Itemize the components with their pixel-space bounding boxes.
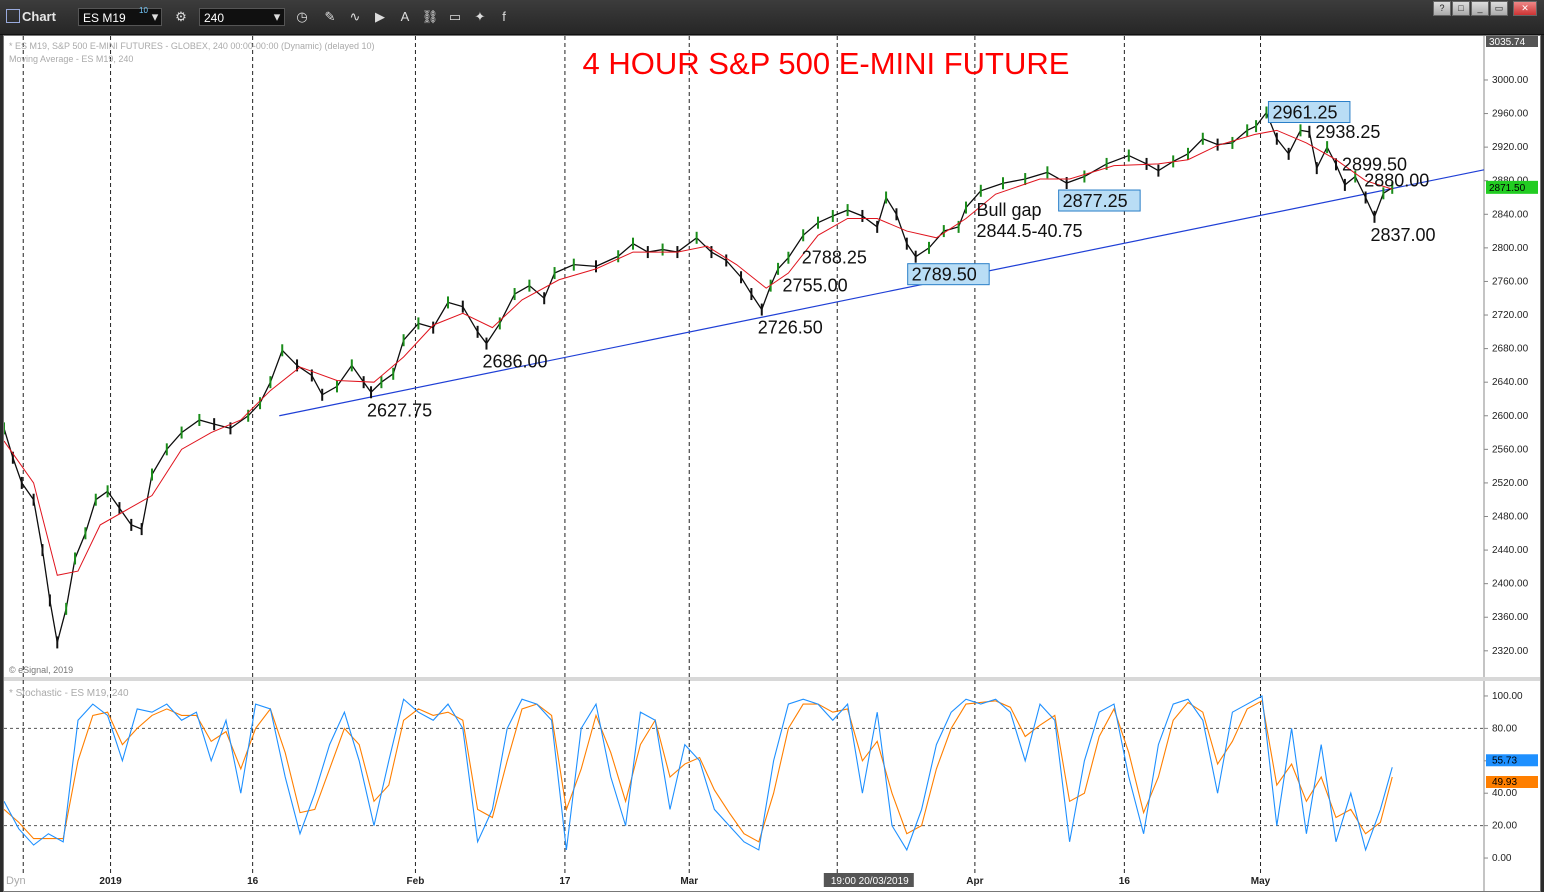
support-trendline	[279, 169, 1485, 417]
stochastic-tick-label: 40.00	[1492, 788, 1517, 799]
stochastic-k-label: 55.73	[1492, 755, 1517, 766]
x-axis-label: 16	[1119, 876, 1131, 887]
pencil-icon[interactable]: ✎	[324, 9, 336, 24]
annotation-label: 2880.00	[1364, 171, 1429, 191]
crosshair-time-label: 19:00 20/03/2019	[831, 876, 909, 887]
moving-average-info-line: Moving Average - ES M19, 240	[9, 54, 133, 64]
clock-icon[interactable]: ◷	[296, 9, 308, 24]
restore-button[interactable]: □	[1452, 1, 1470, 16]
close-button[interactable]: ✕	[1513, 1, 1537, 16]
stochastic-d-label: 49.93	[1492, 777, 1517, 788]
toolbar: Chart ES M19 10 ▾ ⚙ 240 ▾ ◷ ✎ ∿ ▶ A ⛓ ▭ …	[0, 0, 1544, 35]
annotation-box	[1058, 189, 1141, 212]
price-tick-label: 2960.00	[1492, 109, 1529, 120]
price-tick-label: 2720.00	[1492, 310, 1529, 321]
stochastic-d-box	[1486, 776, 1538, 788]
price-tick-label: 2600.00	[1492, 411, 1529, 422]
chat-icon[interactable]: ▭	[448, 9, 462, 24]
x-axis-label: 2019	[99, 876, 122, 887]
copyright: © eSignal, 2019	[9, 665, 73, 675]
stochastic-tick-label: 100.00	[1492, 691, 1523, 702]
dyn-label[interactable]: Dyn	[6, 875, 26, 887]
current-price-label: 2871.50	[1489, 183, 1526, 194]
annotation-label: 2788.25	[802, 248, 867, 268]
stochastic-d-line	[4, 699, 1393, 843]
moving-average-line	[4, 129, 1393, 576]
price-tick-label: 3000.00	[1492, 75, 1529, 86]
pane-separator[interactable]	[4, 677, 1540, 681]
price-tick-label: 2520.00	[1492, 478, 1529, 489]
maximize-button[interactable]: ▭	[1490, 1, 1508, 16]
play-icon[interactable]: ▶	[375, 9, 385, 24]
interval-input[interactable]: 240	[199, 8, 285, 26]
annotation-box	[907, 263, 990, 286]
help-button[interactable]: ?	[1433, 1, 1451, 16]
annotation-label: 2627.75	[367, 400, 432, 420]
x-axis-label: Apr	[966, 876, 983, 887]
annotation-label: 2726.50	[758, 318, 823, 338]
annotation-label: 2789.50	[912, 265, 977, 285]
price-tick-label: 2480.00	[1492, 512, 1529, 523]
annotation-label: 2961.25	[1272, 103, 1337, 123]
price-tick-label: 2440.00	[1492, 545, 1529, 556]
crosshair-time-box	[823, 873, 914, 887]
price-tick-label: 2360.00	[1492, 612, 1529, 623]
price-tick-label: 2640.00	[1492, 377, 1529, 388]
stochastic-tick-label: 20.00	[1492, 821, 1517, 832]
current-price-box	[1486, 180, 1538, 194]
chart-svg[interactable]: 2320.00 2360.00 2400.00 2440.00 2480.00 2520.…	[4, 36, 1540, 891]
top-price-label: 3035.74	[1489, 37, 1526, 48]
chart-panel: 2320.00 2360.00 2400.00 2440.00 2480.00 2520.…	[3, 35, 1541, 892]
curve-icon[interactable]: ∿	[349, 9, 361, 24]
annotation-label: 2844.5-40.75	[976, 221, 1082, 241]
x-axis-label: May	[1251, 876, 1271, 887]
annotation-box	[1267, 101, 1351, 124]
chart-logo-icon	[6, 9, 20, 23]
font-icon[interactable]: A	[400, 9, 410, 24]
symbol-delay-badge: 10	[139, 6, 148, 15]
chart-title: 4 HOUR S&P 500 E-MINI FUTURE	[583, 46, 1070, 81]
symbol-info-line: * ES M19, S&P 500 E-MINI FUTURES - GLOBE…	[9, 41, 374, 51]
x-axis-label: 16	[247, 876, 259, 887]
annotation-label: Bull gap	[976, 200, 1041, 220]
window-title: Chart	[22, 9, 56, 24]
facebook-icon[interactable]: f	[502, 9, 506, 24]
annotation-label: 2938.25	[1315, 122, 1380, 142]
price-tick-label: 2560.00	[1492, 444, 1529, 455]
link-icon[interactable]: ⛓	[421, 9, 439, 24]
stochastic-k-box	[1486, 754, 1538, 767]
stochastic-k-line	[4, 695, 1393, 852]
price-tick-label: 2920.00	[1492, 142, 1529, 153]
stochastic-tick-label: 0.00	[1492, 853, 1512, 864]
annotation-label: 2755.00	[783, 276, 848, 296]
price-tick-label: 2760.00	[1492, 276, 1529, 287]
symbol-dropdown-icon[interactable]: ▾	[151, 9, 159, 24]
annotation-label: 2837.00	[1370, 225, 1435, 245]
x-axis-label: Mar	[680, 876, 698, 887]
twitter-icon[interactable]: ✦	[474, 9, 486, 24]
price-tick-label: 2680.00	[1492, 344, 1529, 355]
price-tick-label: 2800.00	[1492, 243, 1529, 254]
stochastic-title: * Stochastic - ES M19, 240	[9, 688, 129, 699]
minimize-button[interactable]: _	[1471, 1, 1489, 16]
price-axis-strip	[1484, 36, 1540, 891]
annotation-label: 2877.25	[1063, 191, 1128, 211]
price-tick-label: 2400.00	[1492, 579, 1529, 590]
annotation-label: 2686.00	[482, 352, 547, 372]
x-axis-label: 17	[559, 876, 571, 887]
top-price-box	[1486, 36, 1538, 47]
settings-icon[interactable]: ⚙	[175, 9, 187, 24]
symbol-input[interactable]: ES M19	[78, 8, 162, 26]
annotation-label: 2899.50	[1342, 154, 1407, 174]
interval-dropdown-icon[interactable]: ▾	[273, 9, 281, 24]
stochastic-tick-label: 80.00	[1492, 723, 1517, 734]
x-axis-label: Feb	[407, 876, 425, 887]
price-tick-label: 2840.00	[1492, 209, 1529, 220]
price-tick-label: 2320.00	[1492, 646, 1529, 657]
price-series-line	[4, 111, 1393, 643]
